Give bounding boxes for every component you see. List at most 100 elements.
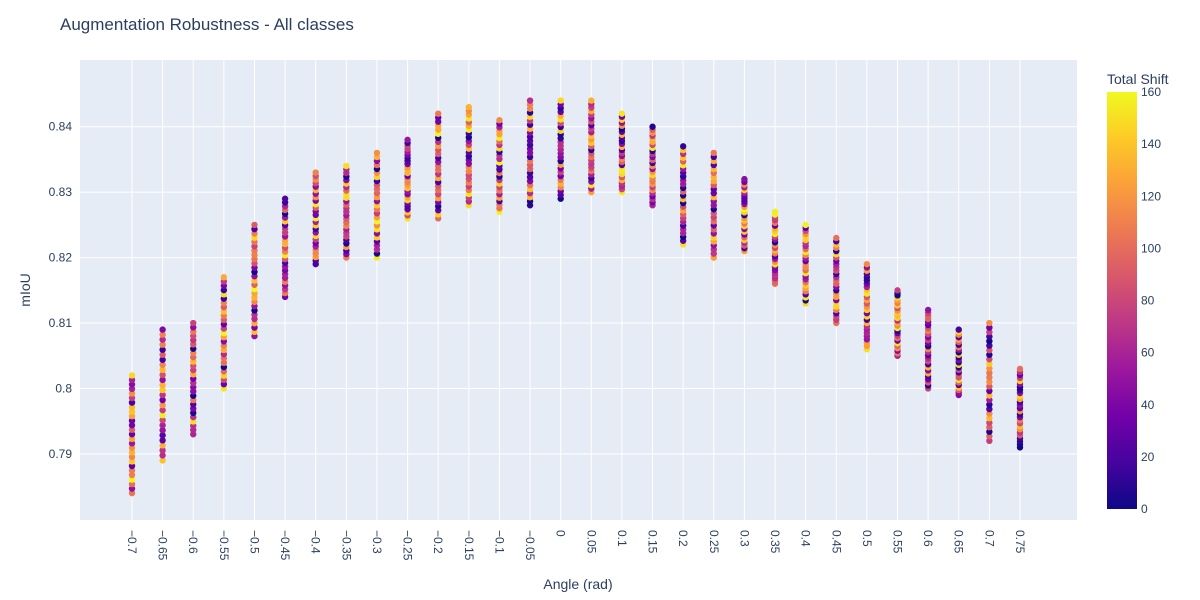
data-point <box>159 422 166 429</box>
data-point <box>159 406 166 414</box>
data-point <box>863 260 871 268</box>
data-point <box>159 371 166 379</box>
data-point <box>986 392 993 399</box>
data-point <box>128 467 136 474</box>
data-point <box>465 103 473 111</box>
x-tick-label: 0.2 <box>676 530 690 547</box>
colorbar-tick-label: 140 <box>1141 137 1161 151</box>
data-point <box>986 351 993 358</box>
data-point <box>128 471 136 479</box>
x-tick-labels: −0.7 −0.65 −0.6 −0.55 −0.5 −0.45 −0.4 −0.35 −0.3… <box>125 530 1027 561</box>
data-point <box>986 360 993 368</box>
x-tick-label: −0.5 <box>247 530 261 554</box>
data-point <box>159 376 166 384</box>
data-point <box>159 391 166 399</box>
data-point <box>986 396 993 404</box>
data-point <box>496 116 503 124</box>
data-point <box>986 437 993 445</box>
data-point <box>128 444 136 452</box>
data-point <box>128 372 136 379</box>
data-point <box>894 287 901 294</box>
data-point <box>833 234 840 242</box>
data-point <box>159 427 166 434</box>
data-point <box>435 110 442 117</box>
data-point <box>710 149 717 157</box>
data-point <box>159 356 166 363</box>
data-point <box>986 342 993 349</box>
x-tick-label: 0.7 <box>982 530 996 547</box>
data-point <box>159 432 166 439</box>
data-point <box>986 414 993 422</box>
data-point <box>986 333 993 340</box>
colorbar-tick-label: 60 <box>1141 346 1155 360</box>
data-point <box>159 361 166 369</box>
x-tick-label: 0.1 <box>615 530 629 547</box>
data-point <box>190 319 197 327</box>
data-point <box>128 476 136 483</box>
x-axis-title: Angle (rad) <box>543 576 612 592</box>
x-tick-label: −0.3 <box>370 530 384 554</box>
data-point <box>588 97 595 104</box>
x-tick-label: 0.45 <box>829 530 843 554</box>
y-tick-labels: 0.79 0.8 0.81 0.82 0.83 0.84 <box>49 120 73 461</box>
data-point <box>526 97 534 104</box>
data-point <box>986 383 993 390</box>
data-point <box>986 405 993 413</box>
data-point <box>128 489 136 497</box>
y-tick-label: 0.81 <box>49 316 73 330</box>
plot-area <box>80 60 1077 520</box>
data-point <box>159 341 166 348</box>
data-point <box>128 412 136 420</box>
data-point <box>649 123 656 130</box>
data-point <box>159 326 166 333</box>
data-point <box>128 426 136 433</box>
x-tick-label: −0.15 <box>462 530 476 561</box>
colorbar-tick-labels: 0 20 40 60 80 100 120 140 160 <box>1141 85 1161 516</box>
data-point <box>159 336 166 343</box>
colorbar <box>1107 92 1137 509</box>
data-point <box>220 274 228 281</box>
data-point <box>986 324 993 331</box>
y-gridlines <box>80 126 1077 455</box>
x-tick-label: −0.2 <box>431 530 445 554</box>
data-point <box>986 433 993 440</box>
data-point <box>741 175 748 183</box>
data-point <box>986 369 993 377</box>
data-point <box>159 396 166 404</box>
colorbar-tick-label: 120 <box>1141 189 1161 203</box>
data-point <box>986 337 993 345</box>
data-point <box>802 221 809 229</box>
data-points <box>128 97 1024 497</box>
data-point <box>159 401 166 409</box>
x-tick-label: 0.4 <box>799 530 813 547</box>
data-point <box>1016 365 1024 373</box>
x-tick-label: 0.35 <box>768 530 782 554</box>
data-point <box>924 306 932 314</box>
data-point <box>128 390 136 397</box>
data-point <box>128 385 136 393</box>
data-point <box>986 410 993 417</box>
y-tick-label: 0.83 <box>49 185 73 199</box>
data-point <box>373 149 381 157</box>
data-point <box>128 435 136 443</box>
y-tick-label: 0.82 <box>49 251 73 265</box>
data-point <box>343 162 350 170</box>
data-point <box>986 419 993 426</box>
data-point <box>986 374 993 381</box>
x-tick-label: −0.6 <box>186 530 200 554</box>
data-point <box>281 195 289 202</box>
x-tick-label: −0.7 <box>125 530 139 554</box>
colorbar-tick-label: 40 <box>1141 398 1155 412</box>
data-point <box>128 440 136 447</box>
x-tick-label: −0.45 <box>278 530 292 561</box>
data-point <box>955 326 962 333</box>
y-tick-label: 0.79 <box>49 447 73 461</box>
chart-title: Augmentation Robustness - All classes <box>60 15 354 34</box>
data-point <box>159 366 166 374</box>
data-point <box>128 458 136 465</box>
colorbar-title: Total Shift <box>1107 71 1169 87</box>
data-point <box>128 394 136 402</box>
data-point <box>986 365 993 372</box>
data-point <box>557 97 564 104</box>
